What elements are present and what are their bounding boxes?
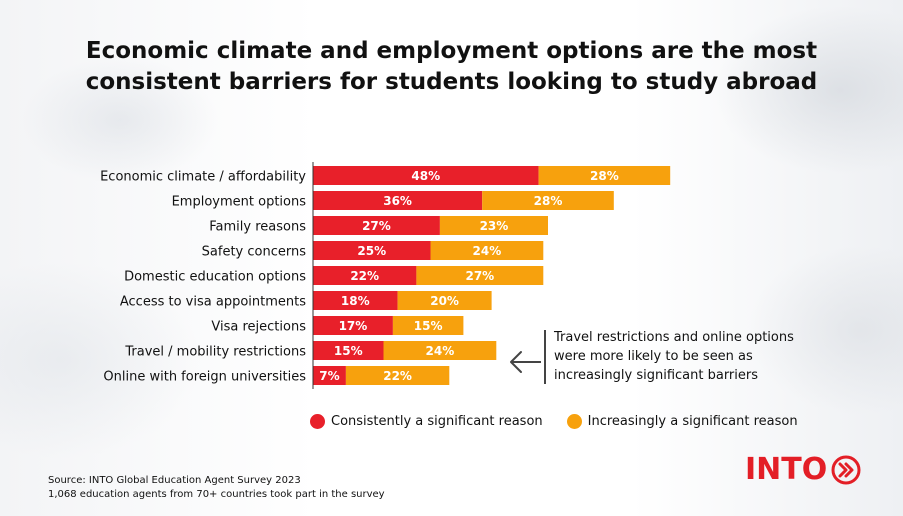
chart-title-line-1: Economic climate and employment options … [85, 38, 818, 64]
legend-label-increasing: Increasingly a significant reason [587, 414, 798, 429]
bar-increasing [430, 241, 544, 260]
data-label: 20% [430, 294, 459, 308]
annotation-text: Travel restrictions and online options w… [554, 330, 794, 383]
double-chevron-icon [831, 455, 861, 484]
bar-consistent [313, 166, 539, 185]
legend-swatch-increasing [566, 414, 582, 429]
bar-consistent [313, 216, 440, 235]
bar-increasing [538, 166, 671, 185]
bar-consistent [313, 291, 398, 310]
logo-text: INTO [745, 452, 828, 487]
legend-item-consistent: Consistently a significant reason [310, 414, 543, 429]
data-label: 25% [357, 244, 386, 258]
category-label: Travel / mobility restrictions [124, 345, 306, 360]
data-label: 27% [362, 219, 391, 233]
bar-consistent [313, 266, 417, 285]
into-logo: INTO [745, 452, 861, 487]
annotation-arrow-head [510, 351, 522, 373]
chart-title-line-2: consistent barriers for students looking… [85, 69, 818, 95]
bar-consistent [313, 316, 393, 335]
source-line-1: Source: INTO Global Education Agent Surv… [48, 475, 301, 486]
bar-consistent [313, 191, 483, 210]
data-label: 24% [473, 244, 502, 258]
legend: Consistently a significant reason Increa… [310, 414, 822, 429]
data-label: 22% [350, 269, 379, 283]
data-label: 27% [465, 269, 494, 283]
data-label: 23% [480, 219, 509, 233]
data-label: 7% [319, 369, 339, 383]
bar-increasing [383, 341, 497, 360]
data-label: 48% [411, 169, 440, 183]
data-label: 18% [341, 294, 370, 308]
source-note: Source: INTO Global Education Agent Surv… [48, 474, 385, 502]
data-label: 28% [534, 194, 563, 208]
bar-consistent [313, 341, 384, 360]
data-label: 17% [339, 319, 368, 333]
bar-consistent [313, 241, 431, 260]
data-label: 22% [383, 369, 412, 383]
category-label: Access to visa appointments [120, 295, 306, 310]
bar-consistent [313, 366, 346, 385]
category-label: Visa rejections [211, 320, 306, 335]
category-label: Safety concerns [202, 245, 307, 260]
category-label: Online with foreign universities [103, 370, 306, 385]
bar-increasing [392, 316, 464, 335]
chart-title: Economic climate and employment options … [0, 36, 903, 98]
data-label: 36% [383, 194, 412, 208]
bar-increasing [482, 191, 614, 210]
category-label: Family reasons [209, 220, 306, 235]
legend-item-increasing: Increasingly a significant reason [566, 414, 798, 429]
data-label: 28% [590, 169, 619, 183]
source-line-2: 1,068 education agents from 70+ countrie… [48, 489, 385, 500]
data-label: 15% [414, 319, 443, 333]
legend-label-consistent: Consistently a significant reason [331, 414, 543, 429]
category-label: Employment options [172, 195, 307, 210]
bar-increasing [345, 366, 450, 385]
bar-increasing [416, 266, 544, 285]
category-label: Domestic education options [124, 270, 306, 285]
bar-increasing [439, 216, 548, 235]
data-label: 15% [334, 344, 363, 358]
bar-increasing [397, 291, 492, 310]
legend-swatch-consistent [310, 414, 325, 429]
category-label: Economic climate / affordability [100, 170, 306, 185]
data-label: 24% [426, 344, 455, 358]
